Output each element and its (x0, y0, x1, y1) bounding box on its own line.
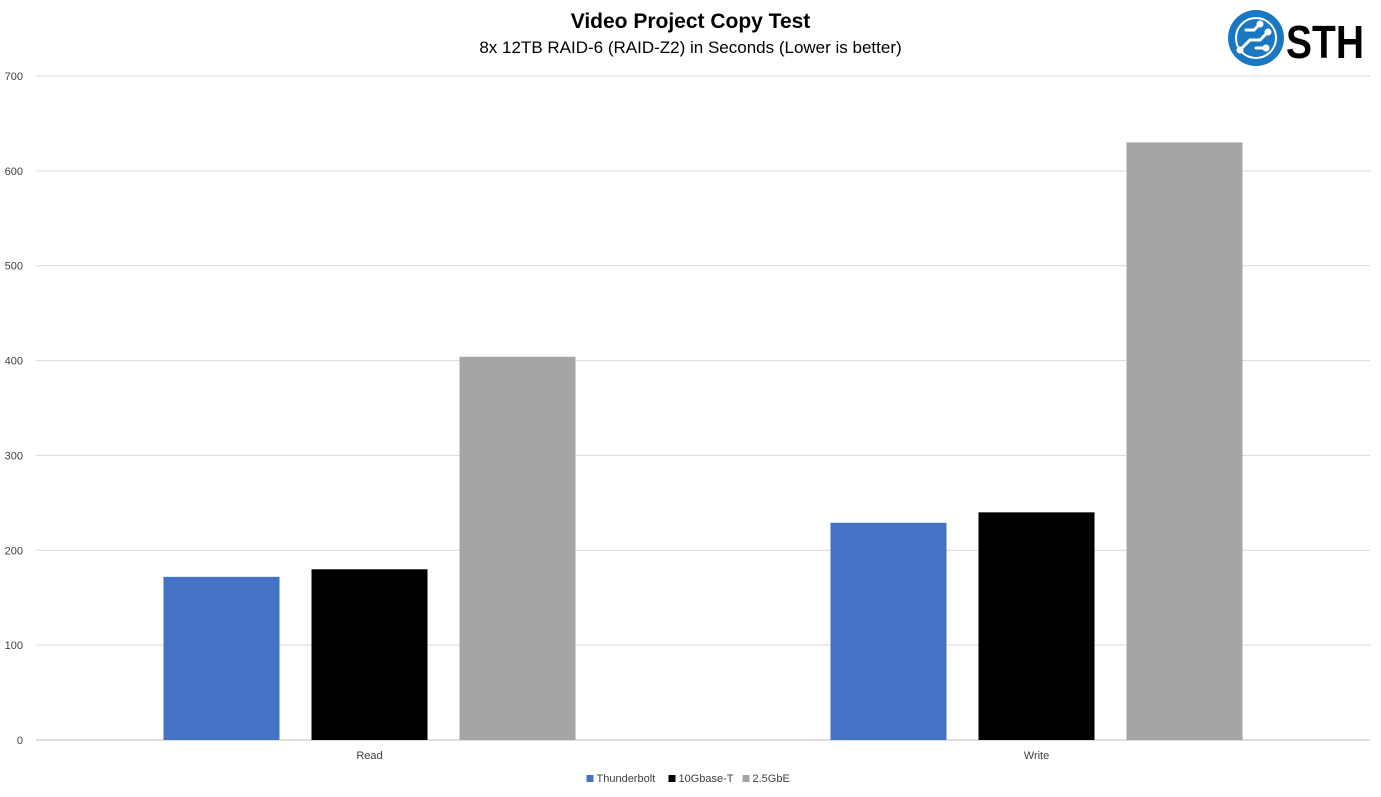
y-tick-label: 400 (5, 356, 23, 368)
y-tick-label: 0 (17, 735, 23, 747)
legend-label: Thunderbolt (597, 773, 656, 785)
bar-thunderbolt-write (830, 522, 947, 740)
legend-item: Thunderbolt (586, 773, 656, 785)
y-tick-label: 100 (5, 640, 23, 652)
legend-label: 10Gbase-T (679, 773, 734, 785)
chart-title: Video Project Copy Test (570, 10, 811, 33)
y-tick-label: 700 (5, 71, 23, 83)
sth-logo: STH (1226, 8, 1366, 70)
x-tick-label: Write (1024, 750, 1049, 762)
bars (163, 142, 1243, 740)
y-tick-label: 600 (5, 166, 23, 178)
legend-swatch (668, 775, 676, 782)
y-tick-label: 500 (5, 261, 23, 273)
bar-10gbase-t-write (978, 512, 1095, 740)
legend-item: 2.5GbE (742, 773, 790, 785)
y-axis-ticks: 0 100 200 300 400 500 600 700 (5, 71, 23, 747)
legend-item: 10Gbase-T (668, 773, 734, 785)
legend-swatch (742, 775, 750, 782)
legend-swatch (586, 775, 594, 782)
logo-text: STH (1286, 16, 1364, 68)
bar-10gbase-t-read (311, 569, 428, 740)
y-tick-label: 300 (5, 450, 23, 462)
legend-label: 2.5GbE (753, 773, 790, 785)
bar-2-5gbe-read (459, 356, 576, 740)
legend: Thunderbolt 10Gbase-T 2.5GbE (586, 773, 790, 785)
circuit-globe-icon (1228, 10, 1284, 66)
x-tick-label: Read (356, 750, 382, 762)
y-tick-label: 200 (5, 545, 23, 557)
x-axis-ticks: Read Write (356, 750, 1049, 762)
bar-thunderbolt-read (163, 576, 280, 740)
bar-2-5gbe-write (1126, 142, 1243, 740)
chart-subtitle: 8x 12TB RAID-6 (RAID-Z2) in Seconds (Low… (479, 38, 902, 57)
